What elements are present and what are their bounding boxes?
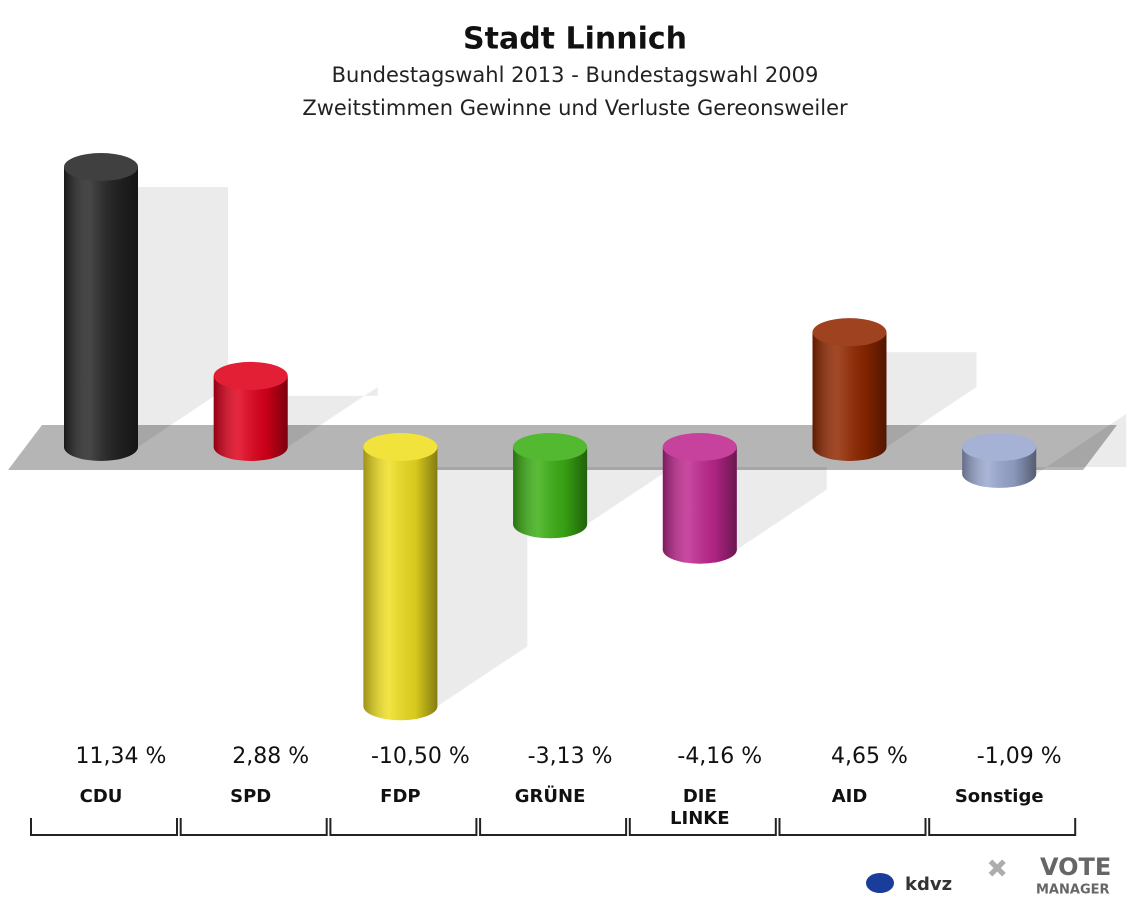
bar-shadow [736, 467, 827, 550]
bars [64, 153, 1127, 721]
bar-top [962, 433, 1037, 461]
bar-shadow [287, 387, 378, 447]
category-label: Sonstige [954, 786, 1044, 807]
chart-subtitle: Zweitstimmen Gewinne und Verluste Gereon… [302, 96, 848, 120]
bar-shadow [138, 187, 228, 447]
bar-shade [662, 447, 737, 550]
category-bracket [179, 818, 328, 836]
bar-top [812, 318, 887, 347]
bar-top [662, 433, 737, 461]
category-bracket [928, 818, 1077, 836]
bar-shadow [437, 467, 528, 707]
value-label: 4,65 % [831, 744, 908, 769]
bar-top [213, 361, 288, 390]
logo-icon [866, 873, 894, 893]
value-label: -4,16 % [677, 744, 762, 769]
category-label: CDU [79, 786, 123, 807]
category-bracket [479, 818, 628, 836]
logo-text: MANAGER [1036, 883, 1110, 898]
logo: kdvz ✕ VOTE MANAGER [866, 853, 1111, 898]
bar-top-shade [662, 433, 737, 461]
category-label: FDP [380, 786, 421, 807]
value-label: -3,13 % [528, 744, 613, 769]
bar-top [513, 433, 588, 461]
category-label: SPD [230, 786, 272, 807]
bar-shadow [886, 352, 977, 447]
category-label: GRÜNE [514, 786, 586, 807]
category-bracket [30, 818, 178, 836]
category-bracket [778, 818, 927, 836]
bar-top [363, 433, 438, 461]
chart-title: Stadt Linnich [463, 22, 687, 57]
value-label: -10,50 % [371, 744, 470, 769]
category-label: AID [831, 786, 868, 807]
value-label: 11,34 % [76, 744, 167, 769]
bar-shadow [1036, 413, 1127, 474]
bar-shadow [587, 464, 678, 525]
value-label: 2,88 % [232, 744, 309, 769]
bar-top-shade [513, 433, 588, 461]
bar-shade [64, 167, 138, 447]
category-label: DIE LINKE [670, 786, 730, 829]
chart-subtitle: Bundestagswahl 2013 - Bundestagswahl 200… [332, 63, 819, 87]
logo-text: VOTE [1040, 853, 1111, 881]
logo-text: kdvz [905, 874, 952, 895]
bar-shade [812, 332, 887, 447]
category-bracket [628, 818, 777, 836]
bar-top-shade [363, 433, 438, 461]
category-bracket [329, 818, 478, 836]
value-label: -1,09 % [977, 744, 1062, 769]
bar-top-shade [64, 153, 138, 181]
logo-x: ✕ [988, 857, 1006, 882]
bar-top-shade [962, 433, 1037, 461]
bar-shade [363, 447, 438, 707]
bar-top-shade [213, 361, 288, 390]
bar-top-shade [812, 318, 887, 347]
bar-top [64, 153, 138, 181]
